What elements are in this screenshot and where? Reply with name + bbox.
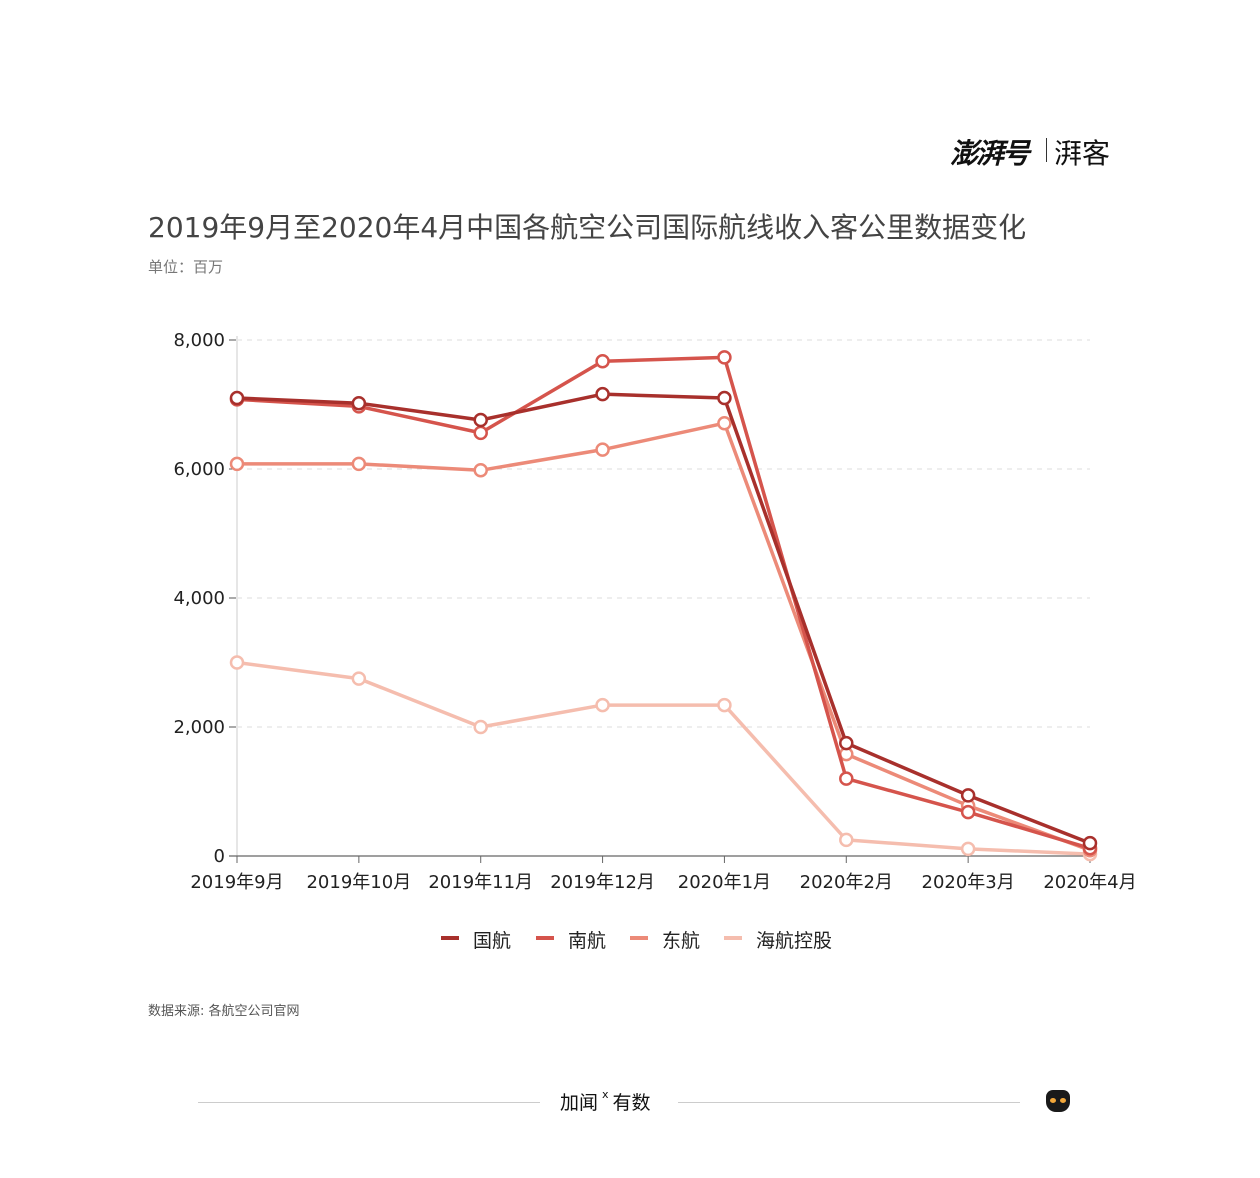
brand-sub-text: 湃客 [1054, 137, 1111, 170]
data-point [351, 671, 367, 686]
data-point [229, 390, 245, 406]
data-point [960, 788, 976, 803]
x-tick-label: 2020年2月 [800, 872, 893, 893]
data-point [717, 350, 732, 365]
data-point [473, 412, 488, 428]
footer-credit-left: 加闻 [560, 1092, 599, 1114]
legend-label: 南航 [568, 930, 607, 952]
owl-eye-left [1050, 1098, 1056, 1103]
footer-credit-x: x [602, 1088, 609, 1101]
x-tick-label: 2019年10月 [306, 872, 411, 893]
series-0 [229, 386, 1098, 851]
data-point [839, 771, 854, 786]
legend-label: 国航 [473, 930, 512, 952]
data-point [839, 735, 854, 751]
data-point [960, 841, 976, 857]
data-point [229, 456, 245, 472]
data-point [351, 456, 367, 472]
x-tick-label: 2019年12月 [550, 872, 655, 893]
data-point [473, 463, 488, 478]
y-tick-label: 6,000 [173, 459, 225, 480]
data-point [717, 390, 732, 406]
data-point [595, 354, 610, 369]
footer-divider-right [678, 1102, 1020, 1103]
x-tick-label: 2019年11月 [428, 872, 533, 893]
series-1 [229, 350, 1098, 856]
data-point [595, 386, 610, 402]
chart-title: 2019年9月至2020年4月中国各航空公司国际航线收入客公里数据变化 [148, 211, 1027, 244]
chart-unit: 单位：百万 [148, 258, 224, 276]
series-line [236, 392, 1091, 845]
series-2 [229, 415, 1098, 858]
legend-label: 海航控股 [756, 930, 833, 952]
footer-credit-right: 有数 [612, 1092, 651, 1114]
data-point [595, 442, 610, 457]
brand-logo: 澎湃号 湃客 [950, 128, 1140, 170]
brand-logo-text: 澎湃号 [950, 137, 1030, 170]
legend: 国航 南航 东航 海航控股 [0, 926, 1260, 952]
series-3 [229, 655, 1098, 862]
series-line [236, 355, 1091, 850]
data-point [717, 697, 732, 713]
brand-separator [1046, 138, 1047, 162]
line-chart: 0 2,000 4,000 6,000 8,000 2019年9月 2019年10月 2019… [173, 330, 1136, 893]
y-tick-label: 2,000 [173, 717, 225, 738]
data-point [839, 832, 854, 848]
x-tick-label: 2020年1月 [678, 872, 771, 893]
data-point [1082, 835, 1098, 851]
y-tick-label: 8,000 [173, 330, 225, 351]
data-source: 数据来源: 各航空公司官网 [148, 1004, 300, 1019]
y-tick-label: 4,000 [173, 588, 225, 609]
owl-eye-right [1060, 1098, 1066, 1103]
x-tick-label: 2020年4月 [1043, 872, 1136, 893]
x-tick-label: 2019年9月 [190, 872, 283, 893]
series-line [236, 660, 1091, 856]
data-point [351, 395, 367, 411]
legend-swatch [724, 936, 742, 940]
legend-swatch [536, 936, 554, 940]
x-tick-label: 2020年3月 [922, 872, 1015, 893]
data-point [595, 697, 610, 713]
series-line [237, 421, 1091, 852]
footer-credit: 加闻 x 有数 [560, 1088, 651, 1115]
y-tick-label: 0 [214, 846, 225, 867]
legend-swatch [441, 936, 459, 940]
legend-label: 东航 [662, 930, 701, 952]
data-point [473, 719, 488, 735]
owl-icon [1046, 1090, 1070, 1112]
data-point [960, 804, 976, 820]
data-point [473, 425, 488, 441]
data-point [717, 415, 732, 431]
data-point [229, 655, 245, 670]
footer-divider-left [198, 1102, 540, 1103]
legend-swatch [630, 936, 648, 940]
